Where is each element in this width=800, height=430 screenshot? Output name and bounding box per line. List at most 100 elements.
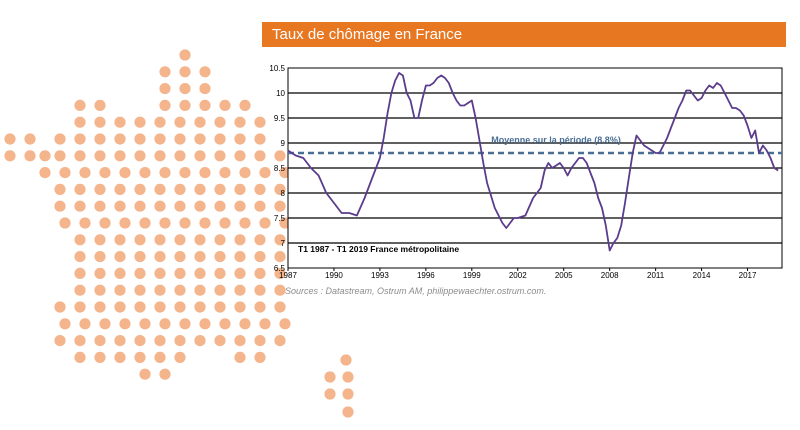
- map-dot: [154, 150, 166, 162]
- map-dot: [219, 318, 231, 330]
- unemployment-chart: 6.5 7 7.5 8 8.5 9 9.5 10 10.5 1987 1990 1993 1996 199…: [269, 64, 783, 280]
- map-dot: [254, 335, 266, 347]
- map-dot: [234, 284, 246, 296]
- y-tick-label: 7: [281, 239, 286, 248]
- map-dot: [134, 116, 146, 128]
- map-dot: [159, 83, 171, 95]
- map-dot: [154, 284, 166, 296]
- map-dot: [59, 167, 71, 179]
- map-dot: [74, 335, 86, 347]
- map-dot: [154, 200, 166, 212]
- y-tick-label: 7.5: [274, 214, 286, 223]
- map-dot: [114, 251, 126, 263]
- map-dot: [134, 234, 146, 246]
- map-dot: [239, 217, 251, 229]
- map-dot: [114, 116, 126, 128]
- map-dot: [139, 217, 151, 229]
- map-dot: [159, 368, 171, 380]
- map-dot: [114, 301, 126, 313]
- map-dot: [74, 116, 86, 128]
- map-dot: [234, 267, 246, 279]
- map-dot: [74, 284, 86, 296]
- x-tick-label: 2008: [601, 271, 619, 280]
- map-dot: [199, 66, 211, 78]
- x-tick-label: 2005: [555, 271, 573, 280]
- map-dot: [174, 335, 186, 347]
- map-dot: [342, 406, 354, 418]
- x-tick-label: 1993: [371, 271, 389, 280]
- map-dot: [154, 251, 166, 263]
- map-dot: [254, 234, 266, 246]
- map-dot: [174, 284, 186, 296]
- map-dot: [259, 318, 271, 330]
- map-dot: [174, 234, 186, 246]
- map-dot: [114, 284, 126, 296]
- map-dot: [154, 267, 166, 279]
- map-dot: [119, 318, 131, 330]
- x-tick-label: 2002: [509, 271, 527, 280]
- map-dot: [199, 217, 211, 229]
- source-note: Sources : Datastream, Ostrum AM, philipp…: [285, 286, 547, 296]
- map-dot: [179, 217, 191, 229]
- map-dot: [199, 99, 211, 111]
- map-dot: [94, 284, 106, 296]
- map-dot: [174, 301, 186, 313]
- map-dot: [194, 251, 206, 263]
- map-dot: [134, 267, 146, 279]
- map-dot: [154, 301, 166, 313]
- map-dot: [179, 83, 191, 95]
- map-dot: [24, 150, 36, 162]
- chart-subtitle: T1 1987 - T1 2019 France métropolitaine: [298, 244, 459, 254]
- map-dot: [94, 99, 106, 111]
- map-dot: [214, 284, 226, 296]
- map-dot: [114, 183, 126, 195]
- map-dot: [94, 183, 106, 195]
- map-dot: [194, 116, 206, 128]
- map-dot: [239, 167, 251, 179]
- map-dot: [94, 116, 106, 128]
- map-dot: [274, 183, 286, 195]
- map-dot: [79, 318, 91, 330]
- map-dot: [54, 301, 66, 313]
- map-dot: [274, 200, 286, 212]
- map-dot: [214, 200, 226, 212]
- map-dot: [99, 217, 111, 229]
- map-dot: [4, 133, 16, 145]
- map-dot: [274, 150, 286, 162]
- map-dot: [234, 116, 246, 128]
- map-dot: [179, 66, 191, 78]
- map-dot: [214, 251, 226, 263]
- map-dot: [74, 251, 86, 263]
- map-dot: [154, 116, 166, 128]
- map-dot: [234, 335, 246, 347]
- map-dot: [194, 301, 206, 313]
- x-tick-label: 1999: [463, 271, 481, 280]
- map-dot: [114, 267, 126, 279]
- map-dot: [54, 133, 66, 145]
- map-dot: [159, 217, 171, 229]
- map-dot: [134, 284, 146, 296]
- map-dot: [234, 133, 246, 145]
- map-dot: [254, 251, 266, 263]
- map-dot: [214, 116, 226, 128]
- map-dot: [194, 133, 206, 145]
- map-dot: [174, 133, 186, 145]
- map-dot: [174, 183, 186, 195]
- map-dot: [74, 234, 86, 246]
- map-dot: [234, 351, 246, 363]
- map-dot: [234, 251, 246, 263]
- map-dot: [219, 167, 231, 179]
- map-dot: [74, 301, 86, 313]
- map-dot: [194, 183, 206, 195]
- map-dot: [214, 335, 226, 347]
- map-dot: [234, 150, 246, 162]
- map-dot: [214, 301, 226, 313]
- map-dot: [234, 301, 246, 313]
- map-dot: [214, 150, 226, 162]
- map-dot: [94, 351, 106, 363]
- x-tick-label: 1987: [279, 271, 297, 280]
- map-dot: [114, 335, 126, 347]
- map-dot: [199, 318, 211, 330]
- map-dot: [94, 267, 106, 279]
